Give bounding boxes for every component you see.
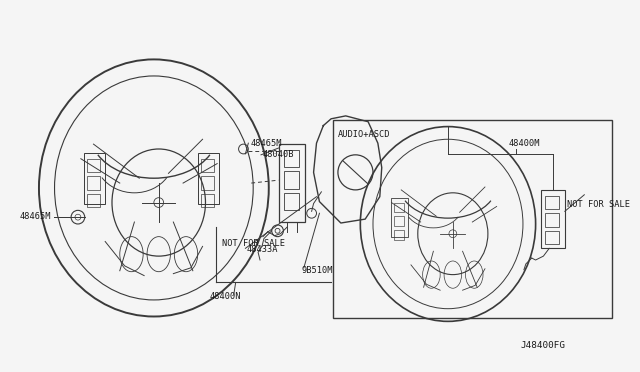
Text: 48465M: 48465M <box>250 139 282 148</box>
Bar <box>545 231 559 244</box>
Bar <box>86 159 100 172</box>
Text: NOT FOR SALE: NOT FOR SALE <box>222 238 285 248</box>
Bar <box>394 216 404 226</box>
Bar <box>394 230 404 240</box>
Text: 48465M: 48465M <box>19 212 51 221</box>
Bar <box>284 150 299 167</box>
Bar <box>200 159 214 172</box>
Bar <box>545 213 559 227</box>
Text: 9B510M: 9B510M <box>302 266 333 275</box>
Text: J48400FG: J48400FG <box>521 341 566 350</box>
Bar <box>84 153 105 203</box>
Bar <box>198 153 219 203</box>
Bar <box>333 120 612 318</box>
Text: 48433A: 48433A <box>246 246 278 254</box>
Bar <box>394 203 404 212</box>
Bar <box>86 176 100 190</box>
Text: AUDIO+ASCD: AUDIO+ASCD <box>338 129 390 138</box>
Bar <box>545 196 559 209</box>
Bar <box>541 190 565 248</box>
Bar <box>392 198 408 237</box>
Bar <box>284 193 299 210</box>
Bar <box>200 176 214 190</box>
Text: NOT FOR SALE: NOT FOR SALE <box>567 200 630 209</box>
Bar <box>200 194 214 208</box>
Text: 48400N: 48400N <box>209 292 241 301</box>
Text: 48400M: 48400M <box>508 139 540 148</box>
Bar <box>280 144 305 222</box>
Bar <box>86 194 100 208</box>
Bar <box>284 171 299 189</box>
Text: 48040B: 48040B <box>263 150 294 159</box>
